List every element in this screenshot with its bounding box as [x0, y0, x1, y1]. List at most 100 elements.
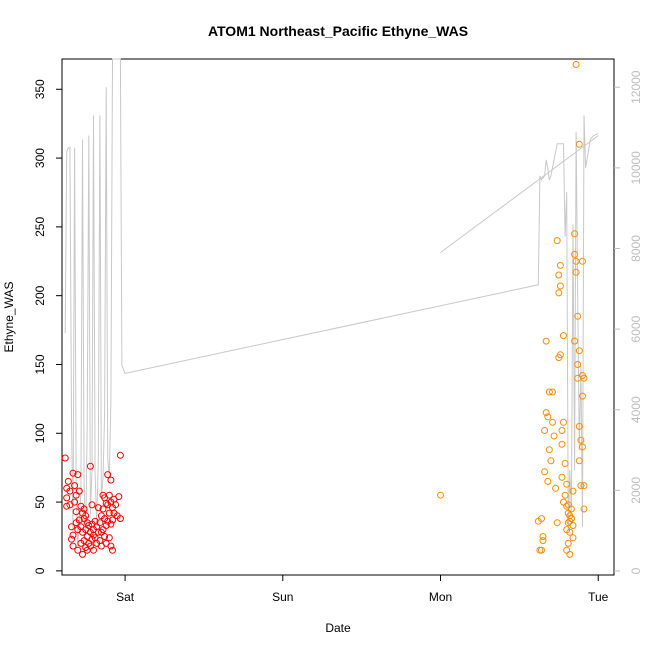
x-tick-label: Tue [588, 590, 609, 604]
data-point [580, 374, 588, 382]
data-point [94, 504, 102, 512]
altitude-lines [64, 58, 599, 547]
data-point [86, 462, 94, 470]
x-tick-label: Sun [272, 590, 293, 604]
data-point [68, 535, 75, 543]
data-point [544, 477, 552, 485]
data-point [105, 491, 113, 499]
data-point [96, 519, 104, 527]
y-tick-label: 100 [33, 423, 47, 443]
data-point [74, 546, 82, 554]
data-point [72, 508, 80, 516]
altitude-series-line [64, 58, 599, 547]
data-point [75, 516, 83, 524]
data-point [69, 531, 77, 539]
altitude-series-line [440, 135, 599, 253]
data-point [558, 440, 566, 448]
data-point [552, 484, 560, 492]
chart-title: ATOM1 Northeast_Pacific Ethyne_WAS [208, 23, 468, 39]
y-tick-label: 0 [33, 567, 47, 574]
data-point [572, 268, 580, 276]
data-point [579, 257, 586, 265]
data-point [549, 418, 556, 426]
data-point [579, 392, 586, 400]
data-point [563, 480, 571, 488]
y2-tick-label: 8000 [629, 235, 643, 262]
data-point [572, 257, 580, 265]
x-axis: Sat Sun Mon Tue [116, 575, 609, 604]
data-point [555, 289, 563, 297]
data-point [71, 482, 79, 490]
data-point [569, 534, 577, 542]
data-point [63, 502, 71, 510]
data-point [107, 542, 115, 550]
data-point [579, 443, 586, 451]
y-axis-left: 0 50 100 150 200 250 300 350 [33, 79, 62, 574]
data-point [101, 533, 109, 540]
data-point [571, 230, 579, 238]
data-point [560, 332, 567, 340]
data-point [580, 505, 588, 513]
data-point [74, 471, 82, 479]
data-point [564, 501, 572, 509]
data-point [575, 422, 583, 430]
y2-tick-label: 0 [629, 567, 643, 574]
data-point [69, 542, 77, 550]
data-point [550, 432, 558, 440]
data-point [109, 546, 116, 554]
data-point [107, 476, 115, 484]
data-point [560, 418, 567, 426]
data-point [102, 522, 110, 529]
y-tick-label: 50 [33, 495, 47, 509]
data-point [542, 409, 550, 417]
y2-tick-label: 12000 [629, 70, 643, 104]
data-points [61, 61, 588, 558]
data-point [575, 140, 583, 148]
x-tick-label: Sat [116, 590, 135, 604]
data-point [574, 361, 582, 368]
data-point [105, 509, 113, 517]
data-point [556, 261, 564, 269]
data-point [539, 537, 547, 545]
data-point [558, 427, 566, 434]
data-point [574, 312, 582, 320]
data-point [61, 454, 69, 462]
data-point [116, 451, 124, 459]
data-point [437, 491, 444, 499]
data-point [71, 498, 79, 506]
y-tick-label: 200 [33, 285, 47, 305]
y-axis-right: 0 2000 4000 6000 8000 10000 12000 [614, 70, 643, 574]
data-point [547, 457, 555, 465]
data-point [563, 546, 571, 554]
data-point [566, 528, 574, 536]
plot-frame [61, 58, 615, 576]
y-tick-label: 150 [33, 354, 47, 374]
data-point [75, 487, 83, 495]
x-axis-label: Date [325, 621, 351, 635]
x-tick-label: Mon [429, 590, 452, 604]
data-point [109, 516, 116, 524]
data-point [572, 61, 580, 68]
data-point [555, 271, 563, 279]
data-point [82, 512, 90, 520]
data-point [575, 347, 583, 355]
data-point [104, 471, 112, 479]
data-point [561, 491, 569, 499]
data-point [571, 250, 579, 258]
data-point [575, 457, 583, 465]
data-point [79, 550, 86, 558]
data-point [64, 477, 72, 485]
data-point [80, 505, 88, 513]
data-point [63, 494, 71, 502]
data-point [545, 446, 553, 454]
data-point [541, 427, 549, 434]
data-point [571, 337, 579, 345]
data-point [553, 519, 561, 527]
data-point [569, 487, 577, 495]
data-point [541, 468, 549, 476]
data-point [85, 522, 93, 529]
data-point [99, 505, 107, 513]
data-point [553, 237, 561, 245]
data-point [66, 487, 74, 495]
data-point [549, 388, 556, 396]
